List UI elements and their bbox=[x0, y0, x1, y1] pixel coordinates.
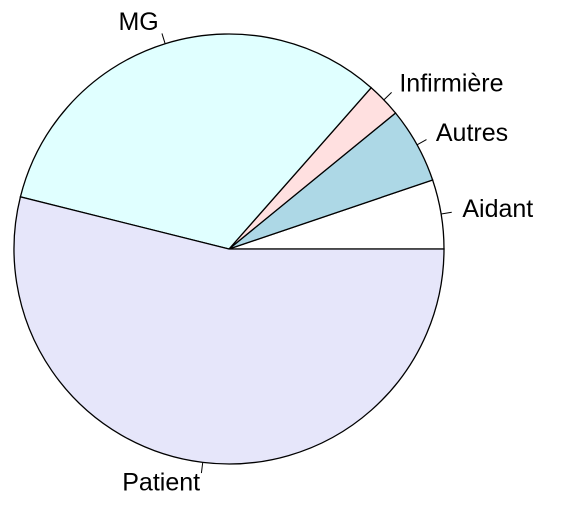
label-tick bbox=[161, 33, 166, 44]
pie-slice bbox=[13, 196, 445, 465]
slice-label: Autres bbox=[436, 119, 508, 147]
pie-slice bbox=[19, 33, 373, 250]
slice-label: Infirmière bbox=[399, 70, 503, 98]
label-tick bbox=[416, 139, 427, 146]
label-tick bbox=[200, 462, 204, 474]
slice-label: MG bbox=[118, 8, 158, 36]
label-tick bbox=[441, 211, 452, 215]
slice-label: Aidant bbox=[462, 195, 533, 223]
label-tick bbox=[383, 92, 392, 101]
slice-label: Patient bbox=[122, 468, 200, 496]
